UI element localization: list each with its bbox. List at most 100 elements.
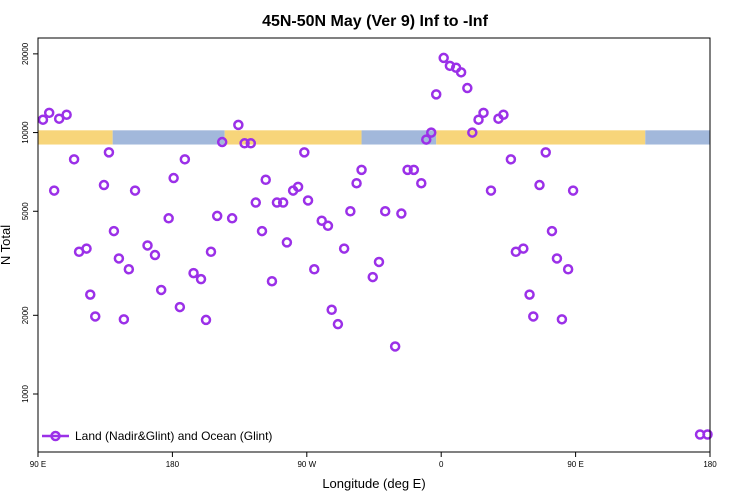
data-point (43, 107, 55, 119)
legend-marker (50, 430, 61, 442)
data-point (68, 154, 80, 165)
data-points (37, 52, 713, 440)
data-point (702, 429, 713, 440)
x-tick-label: 180 (166, 460, 180, 469)
data-point (518, 243, 529, 254)
data-point (425, 127, 437, 138)
data-point (48, 185, 60, 196)
x-tick-label: 90 W (297, 460, 316, 469)
data-point (367, 271, 379, 283)
data-point (250, 197, 262, 208)
data-point (216, 136, 228, 148)
data-point (389, 341, 401, 352)
data-point (129, 185, 141, 196)
data-point (396, 208, 407, 219)
data-point (467, 127, 478, 138)
data-point (61, 109, 72, 120)
band-segment-land (38, 130, 113, 145)
data-point (103, 147, 115, 158)
data-point (155, 284, 167, 296)
x-tick-label: 180 (703, 460, 717, 469)
data-point (556, 314, 568, 325)
data-point (211, 210, 223, 222)
data-point (551, 253, 563, 264)
data-point (421, 134, 432, 145)
x-tick-label: 90 E (567, 460, 583, 469)
data-point (485, 185, 497, 196)
data-point (416, 177, 427, 189)
band-segment-land (224, 130, 362, 145)
band-segment-land (436, 130, 646, 145)
data-point (473, 114, 484, 125)
chart-title: 45N-50N May (Ver 9) Inf to -Inf (262, 13, 488, 30)
data-point (118, 314, 130, 325)
data-point (195, 273, 207, 285)
data-point (498, 109, 509, 120)
data-point (81, 243, 92, 254)
y-tick-label: 20000 (21, 42, 30, 65)
data-point (546, 225, 558, 237)
data-point (89, 311, 101, 322)
data-point (567, 185, 579, 196)
data-point (200, 314, 212, 326)
data-point (505, 154, 517, 165)
x-tick-label: 0 (439, 460, 444, 469)
data-point (316, 215, 327, 226)
data-point (402, 164, 413, 176)
data-point (534, 179, 545, 191)
data-point (256, 225, 268, 237)
x-axis-label: Longitude (deg E) (322, 476, 425, 491)
band-segment-ocean (361, 130, 437, 145)
data-point (163, 213, 174, 224)
data-point (438, 52, 449, 64)
legend: Land (Nadir&Glint) and Ocean (Glint) (42, 429, 272, 443)
data-point (540, 147, 551, 158)
y-tick-label: 5000 (21, 202, 30, 220)
data-point (85, 289, 96, 300)
data-point (462, 82, 473, 94)
data-point (326, 304, 337, 316)
data-point (149, 249, 161, 261)
data-point (260, 174, 271, 185)
data-point (179, 154, 191, 165)
data-point (226, 213, 238, 224)
data-point (379, 206, 391, 217)
data-point (37, 114, 49, 125)
data-point (455, 67, 467, 78)
data-point (142, 240, 153, 251)
data-point (245, 138, 257, 149)
x-tick-label: 90 E (30, 460, 46, 469)
data-point (524, 289, 535, 300)
legend-label: Land (Nadir&Glint) and Ocean (Glint) (75, 429, 272, 443)
data-point (233, 119, 244, 131)
data-point (123, 264, 135, 275)
data-point (338, 243, 350, 254)
data-point (174, 301, 186, 313)
band-segment-ocean (112, 130, 225, 145)
data-point (188, 267, 199, 279)
data-point (299, 147, 310, 158)
data-point (430, 89, 442, 100)
data-point (98, 179, 110, 191)
surface-band (38, 130, 710, 145)
y-tick-label: 1000 (21, 385, 30, 403)
data-point (322, 220, 334, 232)
band-segment-ocean (645, 130, 710, 145)
data-point (113, 253, 125, 264)
data-point (168, 172, 179, 184)
data-point (478, 107, 489, 119)
data-point (356, 164, 367, 176)
y-axis-label: N Total (0, 225, 13, 265)
data-point (53, 113, 65, 124)
plot-frame (37, 37, 711, 453)
data-point (528, 311, 539, 322)
y-tick-label: 2000 (21, 306, 30, 324)
data-point (271, 197, 283, 208)
data-point (408, 164, 420, 176)
data-point (108, 225, 120, 237)
data-point (332, 318, 344, 330)
data-point (302, 195, 314, 206)
data-point (351, 177, 362, 189)
data-point (239, 138, 250, 149)
